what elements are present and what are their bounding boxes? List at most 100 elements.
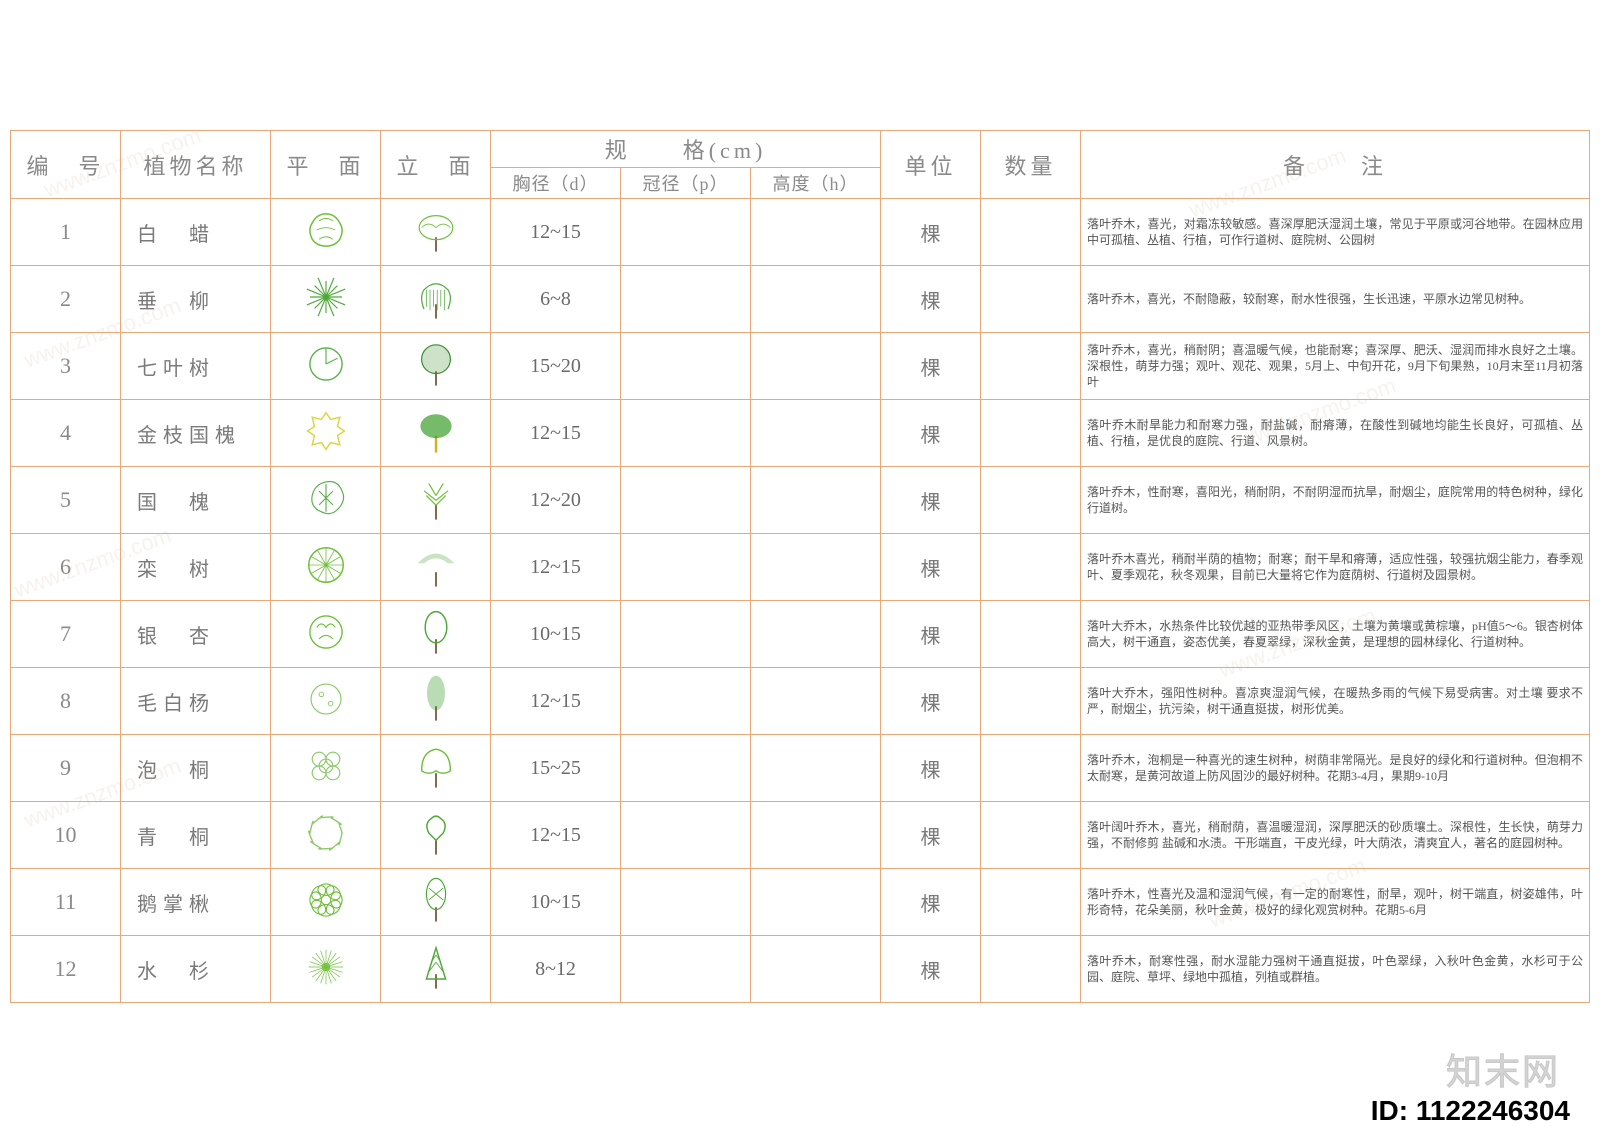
cell-crown — [621, 869, 751, 936]
cell-height — [751, 534, 881, 601]
cell-plan — [271, 467, 381, 534]
cell-name: 银 杏 — [121, 601, 271, 668]
plan-view-icon — [303, 743, 349, 794]
cell-crown — [621, 936, 751, 1003]
cell-name: 金枝国槐 — [121, 400, 271, 467]
cell-elev — [381, 936, 491, 1003]
cell-id: 3 — [11, 333, 121, 400]
cell-crown — [621, 802, 751, 869]
cell-diameter: 15~25 — [491, 735, 621, 802]
cell-qty — [981, 400, 1081, 467]
cell-diameter: 12~15 — [491, 400, 621, 467]
cell-name: 泡 桐 — [121, 735, 271, 802]
cell-height — [751, 802, 881, 869]
hdr-plan: 平 面 — [271, 131, 381, 199]
plan-view-icon — [303, 542, 349, 593]
plan-view-icon — [303, 341, 349, 392]
cell-crown — [621, 333, 751, 400]
cell-elev — [381, 534, 491, 601]
elevation-view-icon — [412, 675, 460, 728]
cell-id: 2 — [11, 266, 121, 333]
hdr-notes: 备 注 — [1081, 131, 1590, 199]
cell-qty — [981, 735, 1081, 802]
cell-plan — [271, 735, 381, 802]
cell-unit: 棵 — [881, 199, 981, 266]
cell-plan — [271, 266, 381, 333]
cell-unit: 棵 — [881, 869, 981, 936]
elevation-view-icon — [412, 407, 460, 460]
cell-notes: 落叶乔木，泡桐是一种喜光的速生树种，树荫非常隔光。是良好的绿化和行道树种。但泡桐… — [1081, 735, 1590, 802]
cell-notes: 落叶大乔木，强阳性树种。喜凉爽湿润气候，在暖热多雨的气候下易受病害。对土壤 要求… — [1081, 668, 1590, 735]
cell-diameter: 10~15 — [491, 601, 621, 668]
cell-notes: 落叶乔木，喜光，不耐隐蔽，较耐寒，耐水性很强，生长迅速，平原水边常见树种。 — [1081, 266, 1590, 333]
table-row: 10 青 桐 12~15 棵 落叶阔叶乔木，喜光，稍耐荫，喜温暖湿润，深厚肥沃的… — [11, 802, 1590, 869]
cell-height — [751, 936, 881, 1003]
cell-crown — [621, 534, 751, 601]
hdr-elev: 立 面 — [381, 131, 491, 199]
table-header: 编 号 植物名称 平 面 立 面 规 格(cm) 单位 数量 备 注 胸径（d）… — [11, 131, 1590, 199]
cell-diameter: 12~15 — [491, 199, 621, 266]
cell-unit: 棵 — [881, 601, 981, 668]
elevation-view-icon — [412, 273, 460, 326]
table-row: 4 金枝国槐 12~15 棵 落叶乔木耐旱能力和耐寒力强，耐盐碱，耐瘠薄，在酸性… — [11, 400, 1590, 467]
plant-spec-table: 编 号 植物名称 平 面 立 面 规 格(cm) 单位 数量 备 注 胸径（d）… — [10, 130, 1590, 1003]
cell-unit: 棵 — [881, 266, 981, 333]
elevation-view-icon — [412, 340, 460, 393]
table-row: 6 栾 树 12~15 棵 落叶乔木喜光，稍耐半荫的植物；耐寒；耐干旱和瘠薄，适… — [11, 534, 1590, 601]
cell-crown — [621, 735, 751, 802]
cell-plan — [271, 333, 381, 400]
cell-height — [751, 333, 881, 400]
cell-diameter: 15~20 — [491, 333, 621, 400]
cell-unit: 棵 — [881, 802, 981, 869]
watermark-logo: 知末网 — [1446, 1043, 1560, 1095]
cell-diameter: 12~20 — [491, 467, 621, 534]
cell-qty — [981, 601, 1081, 668]
cell-unit: 棵 — [881, 467, 981, 534]
plan-view-icon — [303, 676, 349, 727]
cell-notes: 落叶阔叶乔木，喜光，稍耐荫，喜温暖湿润，深厚肥沃的砂质壤土。深根性，生长快，萌芽… — [1081, 802, 1590, 869]
cell-plan — [271, 601, 381, 668]
table-row: 2 垂 柳 6~8 棵 落叶乔木，喜光，不耐隐蔽，较耐寒，耐水性很强，生长迅速，… — [11, 266, 1590, 333]
cell-id: 8 — [11, 668, 121, 735]
cell-elev — [381, 601, 491, 668]
plan-view-icon — [303, 274, 349, 325]
cell-id: 4 — [11, 400, 121, 467]
hdr-unit: 单位 — [881, 131, 981, 199]
cell-plan — [271, 400, 381, 467]
cell-height — [751, 668, 881, 735]
cell-elev — [381, 333, 491, 400]
cell-qty — [981, 936, 1081, 1003]
table-body: 1 白 蜡 12~15 棵 落叶乔木，喜光，对霜冻较敏感。喜深厚肥沃湿润土壤，常… — [11, 199, 1590, 1003]
cell-height — [751, 735, 881, 802]
cell-notes: 落叶乔木，喜光，稍耐阴；喜温暖气候，也能耐寒；喜深厚、肥沃、湿润而排水良好之土壤… — [1081, 333, 1590, 400]
cell-name: 青 桐 — [121, 802, 271, 869]
cell-name: 垂 柳 — [121, 266, 271, 333]
plan-view-icon — [303, 475, 349, 526]
cell-unit: 棵 — [881, 735, 981, 802]
cell-height — [751, 199, 881, 266]
cell-name: 毛白杨 — [121, 668, 271, 735]
cell-crown — [621, 400, 751, 467]
cell-id: 10 — [11, 802, 121, 869]
cell-id: 11 — [11, 869, 121, 936]
hdr-name: 植物名称 — [121, 131, 271, 199]
cell-qty — [981, 333, 1081, 400]
cell-plan — [271, 936, 381, 1003]
cell-crown — [621, 467, 751, 534]
table-row: 12 水 杉 8~12 棵 落叶乔木，耐寒性强，耐水湿能力强树干通直挺拔，叶色翠… — [11, 936, 1590, 1003]
cell-crown — [621, 199, 751, 266]
cell-id: 5 — [11, 467, 121, 534]
hdr-spec-h: 高度（h） — [751, 168, 881, 199]
cell-elev — [381, 802, 491, 869]
cell-id: 6 — [11, 534, 121, 601]
cell-qty — [981, 266, 1081, 333]
cell-name: 栾 树 — [121, 534, 271, 601]
table-row: 8 毛白杨 12~15 棵 落叶大乔木，强阳性树种。喜凉爽湿润气候，在暖热多雨的… — [11, 668, 1590, 735]
cell-name: 国 槐 — [121, 467, 271, 534]
cell-elev — [381, 400, 491, 467]
cell-diameter: 10~15 — [491, 869, 621, 936]
table-row: 11 鹅掌楸 10~15 棵 落叶乔木，性喜光及温和湿润气候，有一定的耐寒性，耐… — [11, 869, 1590, 936]
cell-unit: 棵 — [881, 668, 981, 735]
cell-qty — [981, 869, 1081, 936]
cell-notes: 落叶大乔木，水热条件比较优越的亚热带季风区，土壤为黄壤或黄棕壤，pH值5～6。银… — [1081, 601, 1590, 668]
